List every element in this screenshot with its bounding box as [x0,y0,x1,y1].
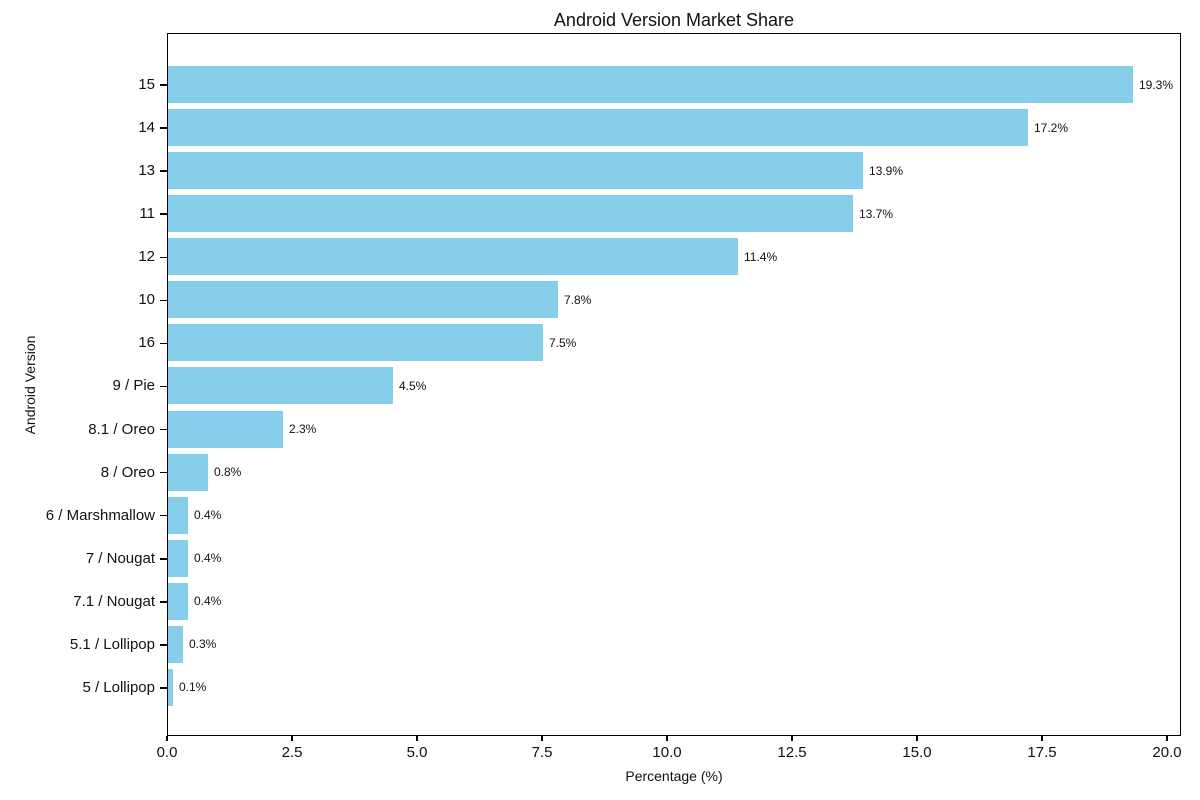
x-tick-mark [166,736,168,741]
bar [168,625,183,663]
y-tick-label: 8.1 / Oreo [88,420,155,438]
y-tick-label: 15 [138,76,155,93]
bar [168,109,1028,147]
x-tick-mark [541,736,543,741]
bar-value-label: 0.3% [189,637,217,652]
bar [168,496,188,534]
bar [168,152,863,190]
bar-value-label: 4.5% [399,378,427,393]
y-tick-label: 10 [138,291,155,309]
y-tick-label: 12 [138,248,155,266]
bar-value-label: 0.4% [194,508,222,523]
bar-value-label: 7.5% [549,335,577,350]
bar-value-label: 19.3% [1139,77,1174,92]
x-tick-mark [1166,736,1168,741]
bar-value-label: 13.9% [869,163,904,178]
y-tick-mark [160,299,167,302]
x-tick-label: 2.5 [281,744,303,761]
y-tick-label: 11 [139,205,155,223]
y-tick-label: 5 / Lollipop [82,678,155,696]
chart-title: Android Version Market Share [553,10,795,30]
x-tick-label: 10.0 [652,744,682,761]
x-tick-label: 7.5 [531,744,553,761]
y-tick-mark [160,644,167,646]
bar [168,367,393,405]
x-tick-label: 5.0 [406,744,428,761]
bar-value-label: 7.8% [564,292,592,307]
y-tick-label: 7.1 / Nougat [73,592,155,610]
bar [168,324,543,362]
y-tick-mark [160,256,167,259]
y-tick-mark [160,687,167,689]
y-tick-mark [160,558,167,560]
x-tick-label: 12.5 [777,744,807,761]
bar-value-label: 0.4% [194,594,222,609]
bar [168,582,188,620]
bar [168,66,1133,103]
y-tick-mark [160,471,167,474]
y-tick-mark [160,127,167,129]
bar-value-label: 17.2% [1034,120,1069,135]
x-tick-label: 17.5 [1027,744,1057,761]
bar-value-label: 2.3% [289,422,317,437]
plot-area: 19.3% 17.2% 13.9% 13.7% 11.4% 7.8% 7.5% 4.5% 2.3… [167,33,1181,736]
y-tick-label: 13 [138,162,155,180]
x-axis-label: Percentage (%) [625,768,723,784]
y-tick-label: 14 [138,119,155,137]
bar [168,281,558,319]
bar-value-label: 0.8% [214,465,242,480]
x-tick-label: 0.0 [156,744,178,761]
y-tick-label: 9 / Pie [112,377,155,395]
y-tick-mark [160,213,167,215]
x-tick-mark [666,736,668,741]
bar [168,453,208,491]
x-tick-label: 20.0 [1152,744,1182,761]
bar [168,410,283,448]
x-tick-mark [291,736,293,741]
x-tick-mark [416,736,418,741]
y-tick-label: 5.1 / Lollipop [69,635,155,653]
y-tick-mark [160,342,167,345]
y-tick-mark [160,170,167,172]
x-tick-mark [1041,736,1043,741]
bar [168,238,738,276]
y-tick-label: 7 / Nougat [85,549,155,567]
y-tick-mark [160,514,167,517]
y-tick-mark [160,428,167,431]
bar-value-label: 13.7% [859,206,894,221]
x-tick-mark [916,736,918,741]
y-tick-mark [160,385,167,388]
bar [168,668,173,706]
y-tick-mark [160,601,167,603]
bar-value-label: 11.4% [744,249,778,264]
bar [168,539,188,577]
x-tick-label: 15.0 [902,744,932,761]
y-tick-mark [160,84,167,86]
y-tick-label: 16 [138,334,155,352]
bar-value-label: 0.1% [179,680,207,695]
y-tick-label: 8 / Oreo [100,463,155,481]
bar-value-label: 0.4% [194,551,222,566]
y-tick-label: 6 / Marshmallow [45,506,155,524]
bar [168,195,853,233]
x-tick-mark [791,736,793,741]
